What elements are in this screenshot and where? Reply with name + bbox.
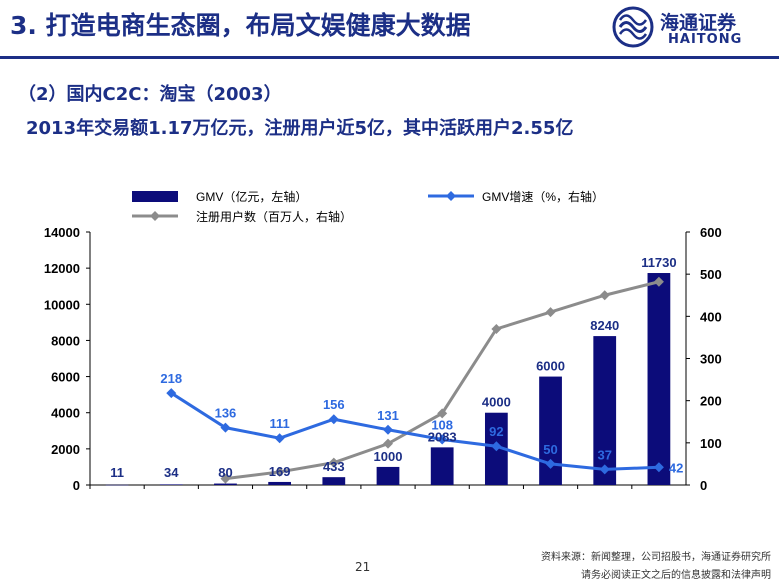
growth-data-label: 108 <box>431 417 453 432</box>
gmv-bar <box>376 466 400 485</box>
gmv-data-label: 2083 <box>428 429 457 444</box>
users-point <box>437 408 448 419</box>
growth-point <box>274 433 285 444</box>
growth-point <box>328 414 339 425</box>
disclaimer-note: 请务必阅读正文之后的信息披露和法律声明 <box>581 570 771 581</box>
y-left-tick-label: 10000 <box>44 297 80 312</box>
legend-users-marker <box>150 211 160 221</box>
growth-point <box>545 458 556 469</box>
legend-gmv-swatch <box>132 191 178 202</box>
y-right-tick-label: 600 <box>700 225 722 240</box>
haitong-logo: 海通证券 HAITONG <box>612 6 772 50</box>
legend-gmv-label: GMV（亿元，左轴） <box>196 189 307 204</box>
y-right-tick-label: 400 <box>700 309 722 324</box>
gmv-data-label: 11 <box>110 465 124 480</box>
growth-data-label: 42 <box>669 460 683 475</box>
users-point <box>599 290 610 301</box>
growth-data-label: 37 <box>597 447 611 462</box>
legend-growth-marker <box>446 191 456 201</box>
growth-point <box>437 434 448 445</box>
users-point <box>383 438 393 449</box>
growth-data-label: 111 <box>270 416 290 431</box>
growth-point <box>491 441 502 452</box>
page-number: 21 <box>355 560 371 574</box>
y-right-tick-label: 500 <box>700 267 722 282</box>
users-point <box>220 473 231 484</box>
gmv-data-label: 6000 <box>536 359 565 374</box>
gmv-bar <box>593 336 617 485</box>
gmv-bar <box>214 483 237 485</box>
source-note: 资料来源：新闻整理，公司招股书，海通证券研究所 <box>541 552 771 563</box>
logo-chinese-name: 海通证券 <box>660 12 737 34</box>
y-left-tick-label: 4000 <box>51 406 80 421</box>
growth-data-label: 92 <box>489 424 503 439</box>
title-divider <box>0 56 779 59</box>
gmv-data-label: 169 <box>269 464 291 479</box>
growth-point <box>599 464 610 475</box>
users-point <box>328 457 339 468</box>
users-point <box>653 276 664 287</box>
gmv-bar <box>268 481 292 485</box>
y-left-tick-label: 12000 <box>44 261 80 276</box>
y-right-tick-label: 300 <box>700 352 722 367</box>
y-left-tick-label: 2000 <box>51 442 80 457</box>
legend-users-label: 注册用户数（百万人，右轴） <box>196 209 352 224</box>
gmv-bar <box>647 273 671 485</box>
gmv-data-label: 433 <box>323 459 345 474</box>
growth-point <box>220 422 231 433</box>
y-left-tick-label: 8000 <box>51 333 80 348</box>
growth-point <box>166 388 177 399</box>
growth-data-label: 50 <box>543 442 557 457</box>
y-right-tick-label: 100 <box>700 436 722 451</box>
gmv-bar <box>322 477 346 485</box>
y-left-tick-label: 0 <box>73 478 80 493</box>
gmv-data-label: 4000 <box>482 395 511 410</box>
users-point <box>491 323 502 334</box>
growth-data-label: 156 <box>323 397 345 412</box>
y-right-tick-label: 0 <box>700 478 707 493</box>
y-left-tick-label: 6000 <box>51 370 80 385</box>
key-fact-headline: 2013年交易额1.17万亿元，注册用户近5亿，其中活跃用户2.55亿 <box>26 118 574 139</box>
gmv-data-label: 80 <box>218 465 232 480</box>
gmv-data-label: 8240 <box>590 318 619 333</box>
growth-data-label: 136 <box>215 406 237 421</box>
section-subtitle: （2）国内C2C：淘宝（2003） <box>18 84 282 105</box>
growth-point <box>383 424 393 435</box>
users-point <box>545 307 556 318</box>
gmv-data-label: 34 <box>164 465 179 480</box>
growth-point <box>653 462 664 473</box>
logo-english-name: HAITONG <box>668 32 743 47</box>
users-point <box>274 466 285 477</box>
legend-growth-label: GMV增速（%，右轴） <box>482 189 604 204</box>
gmv-data-label: 11730 <box>641 255 676 270</box>
growth-data-label: 131 <box>377 408 399 423</box>
gmv-data-label: 1000 <box>374 449 403 464</box>
haitong-logo-icon <box>612 6 654 48</box>
slide-title: 3. 打造电商生态圈，布局文娱健康大数据 <box>10 11 471 40</box>
gmv-bar <box>159 484 183 485</box>
gmv-bar <box>539 376 562 485</box>
gmv-bar <box>105 484 129 486</box>
gmv-bar <box>430 447 454 485</box>
y-right-tick-label: 200 <box>700 394 722 409</box>
growth-line <box>170 391 659 471</box>
growth-data-label: 218 <box>160 371 182 386</box>
gmv-chart: GMV（亿元，左轴） GMV增速（%，右轴） 注册用户数（百万人，右轴） 0 20… <box>44 189 722 493</box>
y-left-tick-label: 14000 <box>44 225 80 240</box>
